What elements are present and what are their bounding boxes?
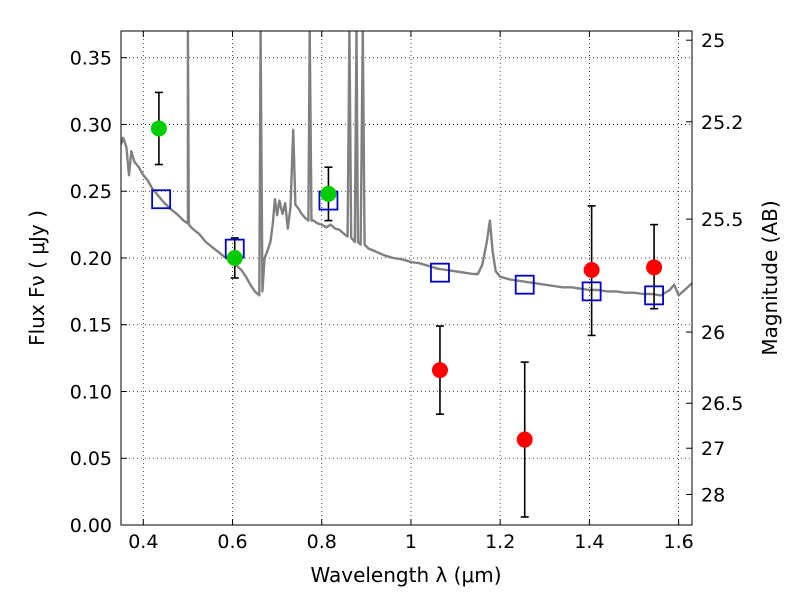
model-square-marker — [514, 274, 535, 295]
y-axis-label: Flux Fν ( μJy ) — [25, 210, 49, 346]
y2-tick-label: 26.5 — [701, 393, 743, 415]
model-square-marker — [151, 189, 172, 210]
y-tick-label: 0.00 — [70, 515, 112, 537]
y2-tick-label: 25.5 — [701, 209, 743, 231]
x-axis-label: Wavelength λ (μm) — [310, 563, 501, 587]
y-tick-label: 0.05 — [70, 448, 112, 470]
observed-photometry-markers — [150, 120, 663, 448]
x-tick-label: 0.4 — [128, 531, 158, 553]
model-square-marker — [644, 285, 664, 306]
x-axis-ticks: 0.4 0.6 0.8 1 1.2 1.4 1.6 — [128, 31, 694, 553]
y-tick-label: 0.20 — [70, 248, 112, 270]
observed-point — [646, 259, 663, 276]
observed-point — [583, 261, 600, 278]
x-tick-label: 1.6 — [664, 531, 694, 553]
model-spectrum — [121, 31, 692, 297]
y2-tick-label: 26 — [701, 322, 725, 344]
observed-point — [516, 431, 533, 448]
x-tick-label: 0.6 — [217, 531, 247, 553]
observed-point — [150, 120, 167, 137]
y-tick-label: 0.10 — [70, 381, 112, 403]
y-tick-label: 0.30 — [70, 114, 112, 136]
y-tick-label: 0.15 — [70, 315, 112, 337]
model-square-marker — [581, 281, 602, 302]
spectrum-line — [121, 31, 692, 297]
y-axis-ticks: 0.00 0.05 0.10 0.15 0.20 0.25 0.30 0.35 — [70, 48, 127, 537]
y2-tick-label: 27 — [701, 438, 725, 460]
y-tick-label: 0.25 — [70, 181, 112, 203]
y2-axis-ticks: 25 25.2 25.5 26 26.5 27 28 — [686, 30, 743, 506]
x-tick-label: 1.4 — [574, 531, 604, 553]
x-tick-label: 1 — [405, 531, 417, 553]
observed-point — [431, 362, 448, 379]
model-square-marker — [430, 262, 450, 283]
y2-tick-label: 25 — [701, 30, 725, 52]
plot-frame — [120, 30, 693, 526]
model-photometry-markers — [151, 189, 664, 306]
y2-tick-label: 28 — [701, 484, 725, 506]
y-tick-label: 0.35 — [70, 48, 112, 70]
observed-point — [320, 185, 337, 202]
y2-axis-label: Magnitude (AB) — [758, 200, 782, 355]
grid-lines — [121, 31, 692, 526]
x-tick-label: 1.2 — [485, 531, 515, 553]
x-tick-label: 0.8 — [307, 531, 337, 553]
y2-tick-label: 25.2 — [701, 112, 743, 134]
observed-point — [226, 249, 243, 266]
error-bars — [154, 91, 659, 518]
